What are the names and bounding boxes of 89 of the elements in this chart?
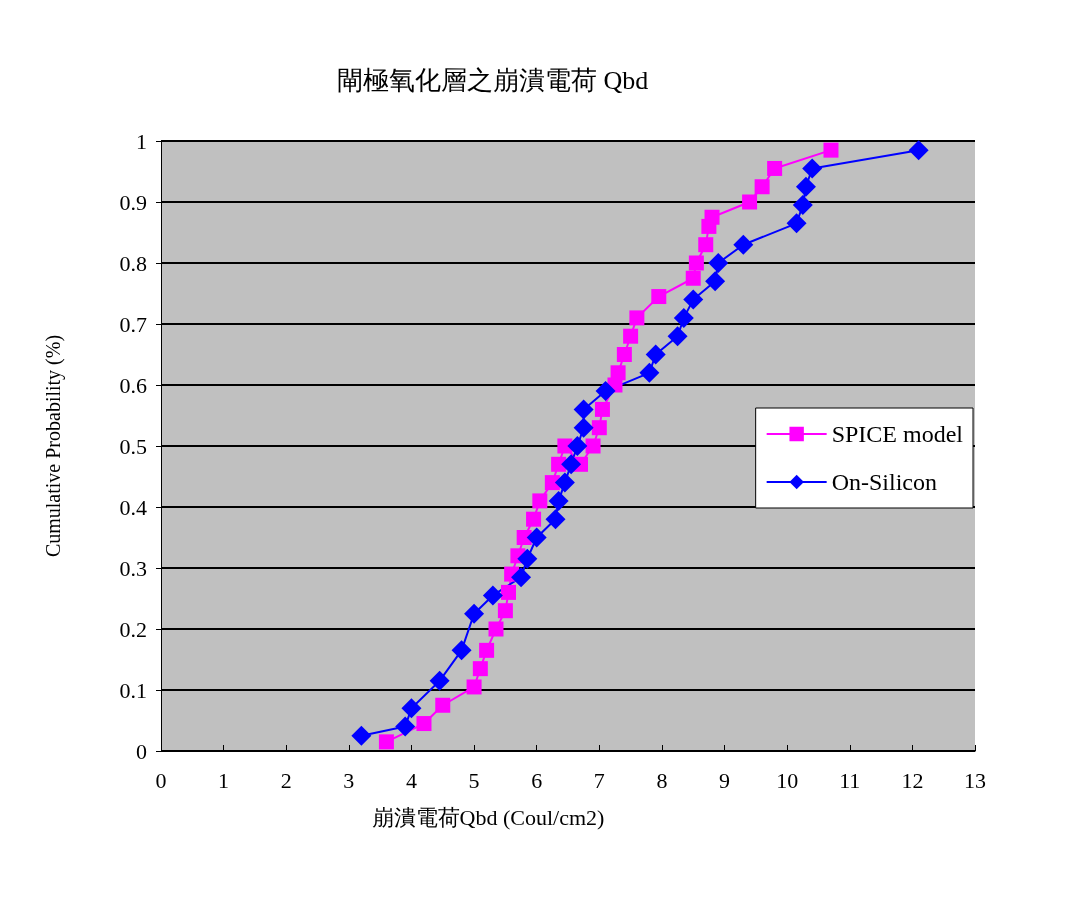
x-tick-label: 11 <box>839 767 861 793</box>
point <box>708 253 729 273</box>
y-tick-label: 0.6 <box>119 372 147 398</box>
point <box>464 603 485 624</box>
point <box>595 381 616 402</box>
x-tick-label: 5 <box>468 767 480 793</box>
point <box>767 160 783 176</box>
point <box>792 195 813 216</box>
point <box>585 438 601 454</box>
y-tick-label: 0.3 <box>119 555 147 581</box>
x-tick-label: 4 <box>405 767 417 793</box>
x-tick-label: 9 <box>719 767 731 793</box>
y-tick-label: 1 <box>136 128 147 154</box>
x-tick-label: 10 <box>776 767 799 793</box>
point <box>623 328 639 344</box>
point <box>497 603 513 619</box>
x-tick-label: 7 <box>593 767 605 793</box>
point <box>532 493 548 509</box>
point <box>451 640 472 661</box>
point <box>482 585 503 606</box>
point <box>629 310 645 326</box>
x-tick-label: 13 <box>964 767 986 793</box>
y-tick-label: 0.1 <box>119 677 147 703</box>
x-tick-label: 6 <box>531 767 543 793</box>
point <box>823 142 839 158</box>
x-tick-label: 12 <box>901 767 924 793</box>
y-tick-label: 0 <box>136 738 147 764</box>
point <box>683 289 704 310</box>
point <box>526 527 547 548</box>
y-axis-title: Cumulative Probability (%) <box>42 334 65 558</box>
point <box>673 307 694 328</box>
point <box>526 511 542 527</box>
point <box>554 472 575 493</box>
point <box>557 438 573 454</box>
point <box>561 454 582 475</box>
point <box>704 209 720 225</box>
x-tick-label: 1 <box>218 767 230 793</box>
point <box>573 399 594 420</box>
point <box>548 490 569 511</box>
point <box>639 362 660 383</box>
point <box>610 365 626 381</box>
y-tick-label: 0.2 <box>119 616 147 642</box>
legend-label: SPICE model <box>831 421 964 447</box>
point <box>754 179 770 195</box>
point <box>733 234 754 255</box>
point <box>645 344 666 365</box>
point <box>466 679 482 695</box>
point <box>395 716 416 737</box>
y-tick-label: 0.9 <box>119 189 147 215</box>
point <box>429 670 450 691</box>
point <box>594 401 610 417</box>
point <box>688 255 704 271</box>
y-tick-label: 0.7 <box>119 311 147 337</box>
point <box>517 548 538 569</box>
point <box>795 176 816 197</box>
y-tick-label: 0.8 <box>119 250 147 276</box>
point <box>511 567 532 588</box>
point <box>698 237 714 253</box>
point <box>742 194 758 210</box>
point <box>573 417 594 438</box>
point <box>488 621 504 637</box>
chart-title: 閘極氧化層之崩潰電荷 Qbd <box>337 65 649 95</box>
point <box>351 725 372 746</box>
point <box>786 213 807 234</box>
point <box>616 347 632 362</box>
point <box>479 642 495 658</box>
x-tick-label: 3 <box>343 767 355 793</box>
point <box>567 436 588 456</box>
x-tick-label: 2 <box>280 767 292 793</box>
point <box>545 509 566 530</box>
legend-label: On-Silicon <box>831 469 937 495</box>
point <box>685 270 701 286</box>
point <box>401 698 422 719</box>
point <box>435 697 451 713</box>
y-tick-label: 0.4 <box>119 494 147 520</box>
point <box>378 734 394 750</box>
point <box>416 716 432 732</box>
point <box>591 420 607 436</box>
x-tick-label: 8 <box>656 767 668 793</box>
point <box>908 140 929 161</box>
x-tick-label: 0 <box>155 767 167 793</box>
point <box>667 326 688 347</box>
point <box>651 289 667 305</box>
point <box>472 661 488 677</box>
point <box>501 584 517 600</box>
y-tick-label: 0.5 <box>119 433 147 459</box>
x-axis-title: 崩潰電荷Qbd (Coul/cm2) <box>371 804 605 830</box>
point <box>802 158 823 179</box>
point <box>705 271 726 292</box>
